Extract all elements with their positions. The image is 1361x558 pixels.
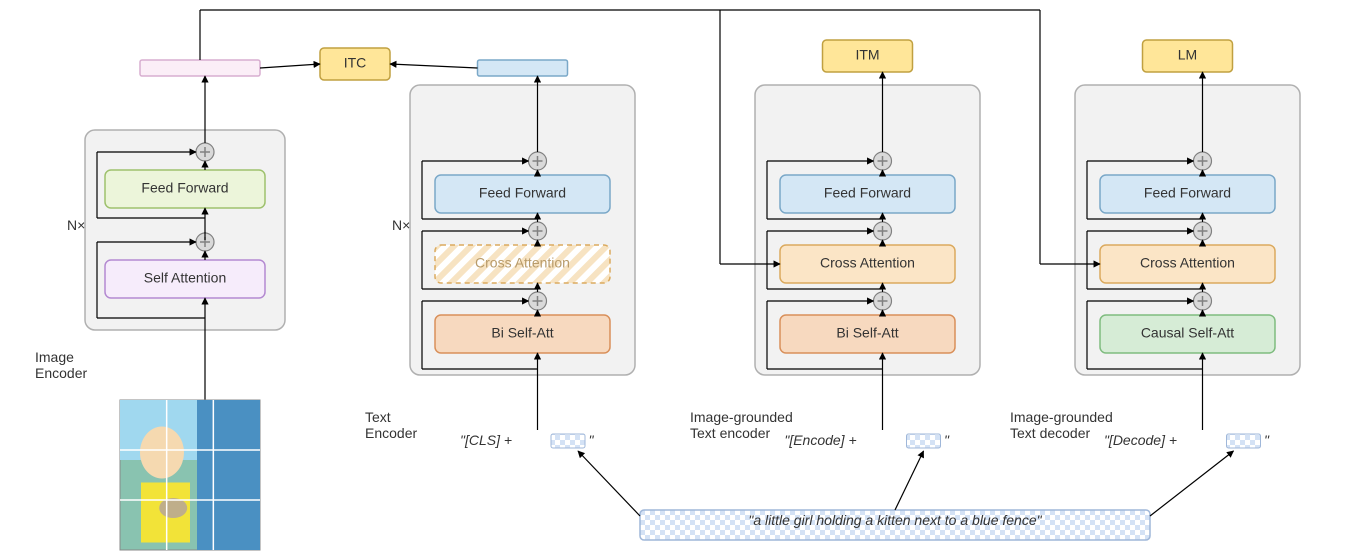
svg-text:LM: LM [1178,47,1197,63]
svg-text:Bi Self-Att: Bi Self-Att [491,325,553,341]
svg-text:N×: N× [392,217,410,233]
svg-text:"[Encode] +: "[Encode] + [784,432,856,448]
svg-text:"a little girl holding a kitte: "a little girl holding a kitten next to … [748,512,1042,528]
svg-text:Cross Attention: Cross Attention [820,255,915,271]
svg-text:Cross Attention: Cross Attention [1140,255,1235,271]
svg-text:Feed Forward: Feed Forward [141,180,228,196]
svg-text:Image-grounded: Image-grounded [690,409,793,425]
svg-text:"[CLS] +: "[CLS] + [460,432,512,448]
svg-text:Image-grounded: Image-grounded [1010,409,1113,425]
svg-text:Text decoder: Text decoder [1010,425,1090,441]
svg-text:Bi Self-Att: Bi Self-Att [836,325,898,341]
svg-text:Image: Image [35,349,74,365]
svg-text:Text encoder: Text encoder [690,425,770,441]
svg-text:": " [589,432,595,448]
svg-text:Encoder: Encoder [35,365,87,381]
svg-text:ITM: ITM [855,47,879,63]
svg-text:Self Attention: Self Attention [144,270,227,286]
svg-text:N×: N× [67,217,85,233]
svg-text:Text: Text [365,409,391,425]
svg-text:Feed Forward: Feed Forward [824,185,911,201]
svg-text:Feed Forward: Feed Forward [479,185,566,201]
svg-text:": " [1264,432,1270,448]
svg-text:": " [944,432,950,448]
svg-text:"[Decode] +: "[Decode] + [1104,432,1177,448]
svg-text:Causal Self-Att: Causal Self-Att [1141,325,1234,341]
svg-text:Feed Forward: Feed Forward [1144,185,1231,201]
svg-text:ITC: ITC [344,55,367,71]
svg-text:Cross Attention: Cross Attention [475,255,570,271]
svg-text:Encoder: Encoder [365,425,417,441]
